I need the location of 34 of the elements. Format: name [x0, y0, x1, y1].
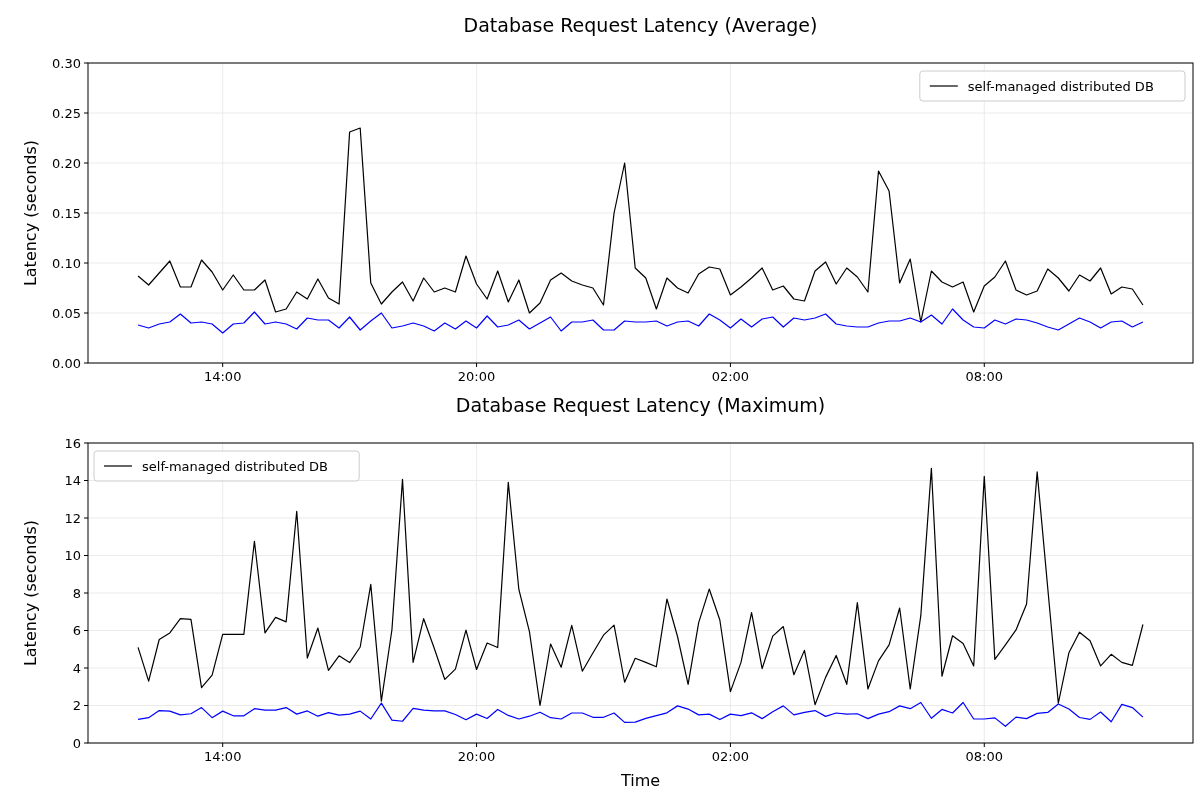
line-series	[137, 701, 1144, 727]
x-axis-title: Time	[619, 771, 661, 790]
y-tick-label: 0.25	[52, 105, 81, 121]
y-tick-label: 0.15	[52, 205, 81, 221]
y-tick-label: 10	[64, 548, 81, 563]
chart-title: Database Request Latency (Average)	[463, 14, 818, 36]
y-tick-label: 6	[72, 623, 81, 638]
x-tick-label: 14:00	[203, 749, 242, 764]
x-tick-label: 20:00	[457, 749, 496, 764]
y-tick-label: 0.05	[52, 305, 81, 321]
x-tick-label: 02:00	[711, 369, 750, 384]
x-tick-label: 20:00	[457, 369, 496, 384]
y-tick-label: 0.00	[52, 355, 81, 371]
y-tick-label: 2	[72, 698, 81, 713]
x-tick-label: 08:00	[965, 749, 1003, 764]
y-tick-label: 12	[64, 510, 81, 526]
y-tick-label: 0	[72, 735, 81, 751]
y-axis-title: Latency (seconds)	[21, 519, 40, 667]
y-tick-label: 0.20	[52, 155, 81, 171]
y-tick-label: 16	[64, 435, 81, 451]
y-tick-label: 14	[64, 473, 81, 488]
x-tick-label: 02:00	[711, 749, 750, 764]
legend-label: self-managed distributed DB	[967, 79, 1154, 94]
y-tick-label: 4	[72, 660, 81, 676]
y-tick-label: 8	[72, 585, 81, 601]
x-tick-label: 08:00	[965, 369, 1003, 384]
x-tick-label: 14:00	[203, 369, 242, 384]
line-series	[137, 308, 1144, 334]
legend-label: self-managed distributed DB	[142, 459, 328, 474]
y-tick-label: 0.10	[52, 255, 81, 271]
chart-title: Database Request Latency (Maximum)	[455, 394, 826, 416]
line-series	[137, 127, 1144, 323]
y-tick-label: 0.30	[52, 55, 81, 71]
y-axis-title: Latency (seconds)	[21, 139, 40, 287]
